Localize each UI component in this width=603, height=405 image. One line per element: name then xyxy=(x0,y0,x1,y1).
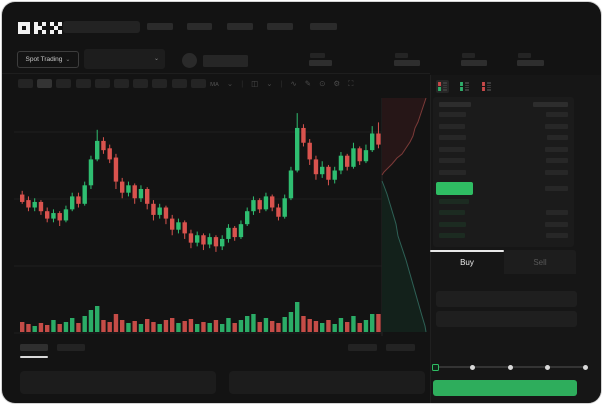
ask-price-placeholder[interactable] xyxy=(439,123,465,129)
timeframe-button-placeholder[interactable] xyxy=(75,79,91,88)
orderbook-col-header-amount xyxy=(533,102,568,107)
slider-stop-dot[interactable] xyxy=(507,364,513,370)
ask-price-placeholder[interactable] xyxy=(439,170,466,175)
sell-tab-label: Sell xyxy=(533,257,547,267)
tab-buy[interactable]: Buy xyxy=(430,250,504,274)
buy-tab-label: Buy xyxy=(460,257,474,267)
camera-snapshot-icon[interactable]: ⊙ xyxy=(319,79,326,88)
timeframe-button-placeholder[interactable] xyxy=(18,79,33,88)
divider xyxy=(2,73,430,74)
amount-input[interactable] xyxy=(436,311,577,327)
stat-label-placeholder xyxy=(395,53,408,58)
candlestick-chart-canvas[interactable] xyxy=(14,96,382,344)
timeframe-button-placeholder[interactable] xyxy=(171,79,187,88)
chart-style-dropdown[interactable]: ◫ xyxy=(251,79,259,88)
pair-name-placeholder xyxy=(203,55,248,67)
chevron-down-icon[interactable]: ⌄ xyxy=(266,79,273,88)
bottom-tab-placeholder[interactable] xyxy=(57,344,85,351)
ask-price-placeholder[interactable] xyxy=(439,112,466,117)
stat-value-placeholder xyxy=(461,60,487,66)
separator: | xyxy=(280,79,283,88)
orderbook-bids-view-icon[interactable] xyxy=(458,80,471,93)
separator: | xyxy=(241,79,244,88)
search-input[interactable] xyxy=(63,21,140,33)
ask-amount-placeholder[interactable] xyxy=(545,146,568,152)
bid-price-placeholder[interactable] xyxy=(439,232,465,238)
slider-handle[interactable] xyxy=(431,363,439,371)
nav-item-placeholder[interactable] xyxy=(310,23,337,30)
ask-amount-placeholder[interactable] xyxy=(545,123,568,129)
bid-price-placeholder[interactable] xyxy=(439,221,466,227)
ask-price-placeholder[interactable] xyxy=(439,135,466,141)
ask-price-placeholder[interactable] xyxy=(439,146,465,152)
ma-indicator-dropdown[interactable]: ᴍᴀ xyxy=(210,79,219,88)
nav-item-placeholder[interactable] xyxy=(267,23,293,30)
indicator-wave-icon[interactable]: ∿ xyxy=(290,79,297,88)
stat-value-placeholder xyxy=(517,60,544,66)
orderbook-col-header-price xyxy=(439,102,471,107)
buy-submit-button[interactable] xyxy=(433,380,577,396)
stat-value-placeholder xyxy=(394,60,420,66)
ask-amount-placeholder[interactable] xyxy=(547,135,568,141)
chevron-down-icon: ⌄ xyxy=(65,56,71,63)
chevron-down-icon: ⌄ xyxy=(153,56,159,62)
bid-price-placeholder[interactable] xyxy=(439,199,469,204)
market-type-label: Spot Trading xyxy=(25,56,63,63)
bottom-action-placeholder[interactable] xyxy=(348,344,377,351)
slider-stop-dot[interactable] xyxy=(545,364,550,370)
chart-settings-gear-icon[interactable]: ⚙ xyxy=(333,79,341,88)
bottom-action-placeholder[interactable] xyxy=(386,344,415,351)
slider-stop-dot[interactable] xyxy=(470,364,475,370)
chart-tools: ᴍᴀ ⌄ | ◫ ⌄ | ∿ ✎ ⊙ ⚙ ⛶ xyxy=(210,77,353,90)
stat-label-placeholder xyxy=(518,53,531,58)
pair-selector-dropdown[interactable]: ⌄ xyxy=(84,49,165,69)
bottom-panel-block[interactable] xyxy=(229,371,425,394)
price-input[interactable] xyxy=(436,291,577,307)
nav-item-placeholder[interactable] xyxy=(227,23,253,30)
slider-stop-dot[interactable] xyxy=(582,364,588,370)
stat-label-placeholder xyxy=(462,53,475,58)
draw-pencil-icon[interactable]: ✎ xyxy=(304,79,312,88)
ask-amount-placeholder[interactable] xyxy=(545,186,568,191)
nav-item-placeholder[interactable] xyxy=(187,23,212,30)
timeframe-button-placeholder[interactable] xyxy=(133,79,149,88)
ask-amount-placeholder[interactable] xyxy=(546,158,568,164)
timeframe-button-placeholder[interactable] xyxy=(37,79,53,88)
bottom-tab-placeholder[interactable] xyxy=(20,344,48,351)
bid-amount-placeholder[interactable] xyxy=(546,232,568,238)
nav-item-placeholder[interactable] xyxy=(147,23,173,30)
orderbook-split-view-icon[interactable] xyxy=(436,80,449,93)
timeframe-button-placeholder[interactable] xyxy=(190,79,206,88)
okx-logo xyxy=(18,22,62,34)
market-type-selector[interactable]: Spot Trading ⌄ xyxy=(17,51,79,68)
stat-value-placeholder xyxy=(309,60,332,66)
bottom-panel-block[interactable] xyxy=(20,371,216,394)
bid-amount-placeholder[interactable] xyxy=(545,221,568,227)
timeframe-button-placeholder[interactable] xyxy=(114,79,129,88)
orderbook[interactable] xyxy=(433,97,574,247)
ask-amount-placeholder[interactable] xyxy=(546,112,568,117)
ask-price-placeholder[interactable] xyxy=(439,158,465,164)
bid-price-placeholder[interactable] xyxy=(439,210,465,216)
active-tab-underline xyxy=(20,356,48,358)
last-price-badge xyxy=(436,182,473,195)
timeframe-button-placeholder[interactable] xyxy=(94,79,110,88)
timeframe-button-placeholder[interactable] xyxy=(152,79,168,88)
depth-profile-chart xyxy=(381,97,427,336)
ask-amount-placeholder[interactable] xyxy=(545,170,568,175)
buy-tab-indicator xyxy=(430,250,504,252)
tab-sell[interactable]: Sell xyxy=(504,250,576,274)
bid-amount-placeholder[interactable] xyxy=(546,210,568,216)
coin-logo-avatar xyxy=(182,53,197,68)
orderbook-asks-view-icon[interactable] xyxy=(480,80,493,93)
stat-label-placeholder xyxy=(310,53,325,58)
timeframe-button-placeholder[interactable] xyxy=(56,79,72,88)
fullscreen-expand-icon[interactable]: ⛶ xyxy=(348,78,354,88)
chevron-down-icon[interactable]: ⌄ xyxy=(226,79,234,88)
